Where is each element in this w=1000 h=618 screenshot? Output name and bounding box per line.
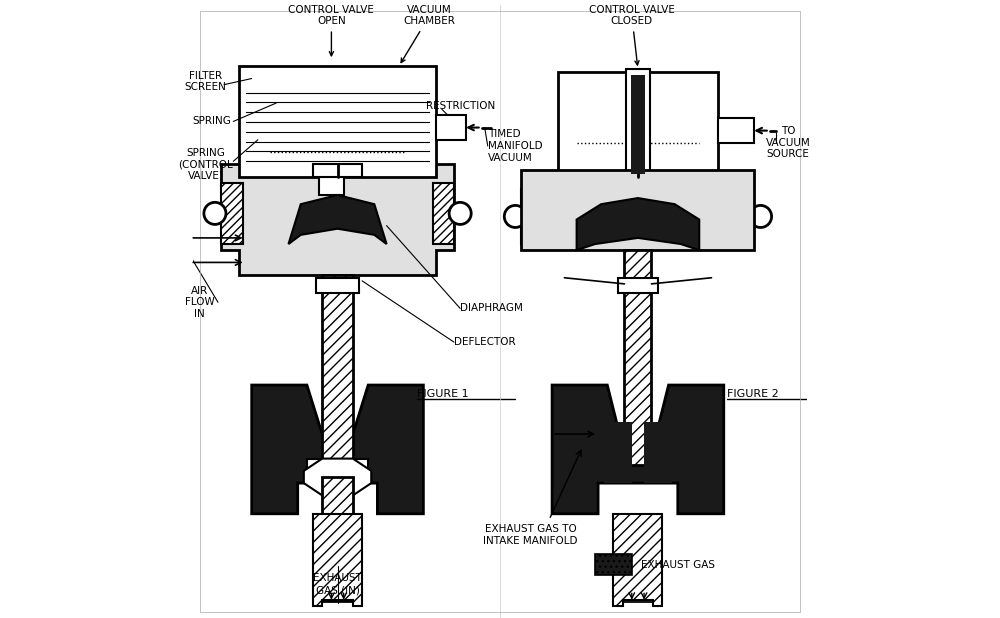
Polygon shape bbox=[252, 385, 423, 514]
Bar bbox=[623, 514, 653, 603]
Polygon shape bbox=[577, 198, 699, 250]
Circle shape bbox=[680, 151, 694, 166]
Text: EXHAUST GAS TO
INTAKE MANIFOLD: EXHAUST GAS TO INTAKE MANIFOLD bbox=[483, 525, 578, 546]
Circle shape bbox=[586, 102, 601, 117]
Text: TO
VACUUM
SOURCE: TO VACUUM SOURCE bbox=[766, 126, 811, 159]
Text: EXHAUST
GAS (IN): EXHAUST GAS (IN) bbox=[313, 574, 362, 595]
Circle shape bbox=[656, 151, 671, 166]
Circle shape bbox=[586, 126, 601, 141]
Circle shape bbox=[449, 202, 471, 224]
Bar bbox=[324, 483, 351, 593]
Bar bbox=[558, 72, 718, 177]
Text: VACUUM
CHAMBER: VACUUM CHAMBER bbox=[401, 5, 455, 62]
Text: AIR
FLOW
IN: AIR FLOW IN bbox=[185, 286, 214, 319]
Circle shape bbox=[563, 102, 578, 117]
Bar bbox=[325, 293, 350, 459]
Text: FILTER
SCREEN: FILTER SCREEN bbox=[185, 71, 227, 92]
Bar bbox=[239, 66, 436, 177]
Circle shape bbox=[563, 151, 578, 166]
Bar bbox=[319, 171, 344, 195]
Bar bbox=[631, 75, 645, 174]
Text: CONTROL VALVE
CLOSED: CONTROL VALVE CLOSED bbox=[589, 5, 675, 65]
Polygon shape bbox=[613, 514, 662, 606]
Text: DIAPHRAGM: DIAPHRAGM bbox=[460, 303, 523, 313]
Bar bbox=[322, 514, 353, 603]
Circle shape bbox=[633, 102, 648, 117]
Polygon shape bbox=[304, 459, 371, 496]
Text: FIGURE 2: FIGURE 2 bbox=[727, 389, 779, 399]
Bar bbox=[718, 119, 754, 143]
Bar bbox=[644, 422, 672, 483]
Bar bbox=[733, 189, 754, 244]
Bar bbox=[322, 477, 353, 599]
Circle shape bbox=[656, 126, 671, 141]
Bar bbox=[521, 171, 754, 250]
Text: SPRING
(CONTROL
VALVE): SPRING (CONTROL VALVE) bbox=[178, 148, 233, 181]
Circle shape bbox=[680, 126, 694, 141]
Bar bbox=[322, 274, 353, 465]
Circle shape bbox=[204, 202, 226, 224]
Bar bbox=[316, 277, 359, 293]
Bar bbox=[436, 116, 466, 140]
Bar bbox=[307, 459, 368, 483]
Bar bbox=[521, 189, 543, 244]
Bar bbox=[433, 183, 454, 244]
Circle shape bbox=[633, 151, 648, 166]
Polygon shape bbox=[552, 385, 724, 514]
Circle shape bbox=[633, 126, 648, 141]
Text: TIMED
MANIFOLD
VACUUM: TIMED MANIFOLD VACUUM bbox=[488, 129, 542, 163]
Bar bbox=[628, 263, 648, 459]
Bar bbox=[221, 183, 243, 244]
Bar bbox=[626, 69, 650, 177]
Text: SPRING: SPRING bbox=[192, 116, 231, 127]
Bar bbox=[595, 554, 632, 575]
Circle shape bbox=[680, 102, 694, 117]
Bar bbox=[618, 277, 658, 293]
Circle shape bbox=[656, 102, 671, 117]
Bar bbox=[313, 164, 362, 177]
Text: EXHAUST GAS: EXHAUST GAS bbox=[641, 560, 715, 570]
Circle shape bbox=[610, 126, 624, 141]
Polygon shape bbox=[221, 164, 454, 274]
Circle shape bbox=[610, 102, 624, 117]
Polygon shape bbox=[288, 195, 387, 244]
Circle shape bbox=[586, 151, 601, 166]
Text: DEFLECTOR: DEFLECTOR bbox=[454, 337, 516, 347]
Polygon shape bbox=[313, 514, 362, 606]
Circle shape bbox=[750, 205, 772, 227]
Text: CONTROL VALVE
OPEN: CONTROL VALVE OPEN bbox=[288, 5, 374, 56]
Text: RESTRICTION: RESTRICTION bbox=[426, 101, 495, 111]
Circle shape bbox=[610, 151, 624, 166]
Text: FIGURE 1: FIGURE 1 bbox=[417, 389, 469, 399]
Circle shape bbox=[563, 126, 578, 141]
Bar bbox=[624, 250, 651, 465]
Circle shape bbox=[504, 205, 526, 227]
Bar bbox=[604, 422, 632, 483]
